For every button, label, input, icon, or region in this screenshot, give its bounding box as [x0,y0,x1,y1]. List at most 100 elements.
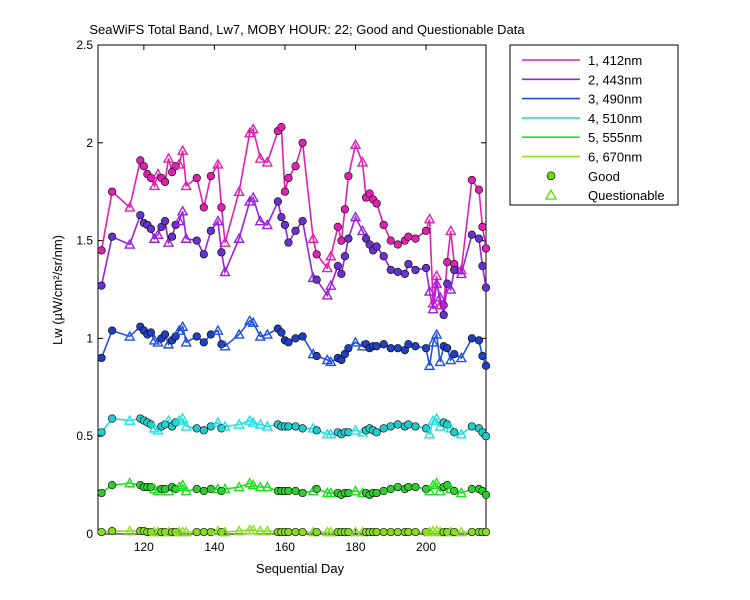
data-point-good [312,426,321,435]
data-point-good [372,199,381,208]
data-point-questionable [325,526,337,537]
data-point-good [467,334,476,343]
data-point-good [393,240,402,249]
data-point-good [400,269,409,278]
data-point-questionable [219,236,231,247]
data-point-questionable [261,219,273,230]
data-point-good [386,344,395,353]
data-point-good [411,342,420,351]
data-point-questionable [254,418,266,429]
data-point-questionable [307,232,319,243]
data-point-questionable [162,414,175,425]
data-point-good [379,340,388,349]
series-1-412nm [97,123,491,310]
data-point-questionable [261,481,273,492]
data-point-questionable [152,228,164,240]
data-point-good [192,332,201,341]
data-point-good [97,488,106,498]
data-point-questionable [219,265,231,277]
data-point-good [136,211,145,220]
data-point-good [386,236,395,245]
data-point-good [167,232,177,241]
data-point-good [312,275,321,284]
data-point-good [312,527,321,537]
data-point-questionable [427,479,439,490]
data-point-good [192,484,201,494]
data-point-good [481,527,491,537]
data-point-good [277,328,286,337]
data-point-questionable [325,428,337,439]
data-point-good [481,432,491,441]
legend-marker-good [546,171,556,181]
data-point-good [291,162,300,171]
data-point-questionable [124,238,136,249]
data-point-good [146,224,156,233]
data-point-good [97,527,106,537]
data-point-questionable [427,303,439,314]
data-point-questionable [124,477,136,488]
data-point-good [379,424,388,433]
data-point-questionable [180,336,192,347]
data-point-good [474,185,484,194]
data-point-questionable [212,158,224,169]
data-point-good [337,269,346,278]
data-point-good [97,428,106,437]
data-point-good [273,197,282,206]
series-2-443nm [97,191,491,320]
data-point-questionable [254,215,266,226]
data-point-good [478,351,487,361]
data-point-good [411,234,420,243]
data-point-good [146,328,156,337]
data-point-good [298,332,307,341]
data-point-good [108,232,117,241]
data-point-questionable [212,324,224,335]
data-point-questionable [233,525,245,536]
data-point-good [344,488,353,498]
y-tick-label: 1.5 [76,234,93,248]
data-point-good [298,216,307,226]
data-point-good [340,252,350,261]
data-point-good [404,420,413,429]
data-point-good [312,250,321,259]
data-point-good [421,263,431,273]
data-point-questionable [321,289,333,300]
data-point-questionable [176,205,189,216]
data-point-good [108,414,117,423]
data-point-questionable [349,424,362,435]
data-point-questionable [247,191,259,202]
data-point-questionable [180,179,192,191]
data-point-good [333,222,342,232]
data-point-questionable [423,428,436,439]
data-point-questionable [455,428,467,439]
data-point-questionable [349,138,362,150]
data-point-good [199,250,208,259]
data-point-good [450,265,459,275]
data-point-good [372,428,381,437]
data-point-questionable [430,477,443,488]
data-point-good [199,486,208,496]
data-point-good [404,340,413,349]
data-point-good [291,226,300,235]
data-point-good [291,422,300,431]
data-point-good [280,187,290,196]
data-point-good [443,279,452,288]
data-point-questionable [180,526,192,537]
data-point-good [206,171,215,181]
data-point-questionable [176,479,189,490]
data-point-good [284,527,293,537]
data-point-good [421,424,431,433]
data-point-good [478,261,487,271]
data-point-questionable [219,420,231,431]
data-point-good [379,527,388,537]
data-point-questionable [254,152,266,163]
data-point-questionable [254,525,266,536]
data-point-good [379,486,388,496]
data-point-questionable [423,285,436,296]
data-point-questionable [325,486,337,498]
chart-title: SeaWiFS Total Band, Lw7, MOBY HOUR: 22; … [89,22,525,37]
legend-marker-questionable [544,188,558,200]
data-point-good [217,248,226,257]
data-point-questionable [212,416,224,427]
data-point-good [474,234,484,243]
